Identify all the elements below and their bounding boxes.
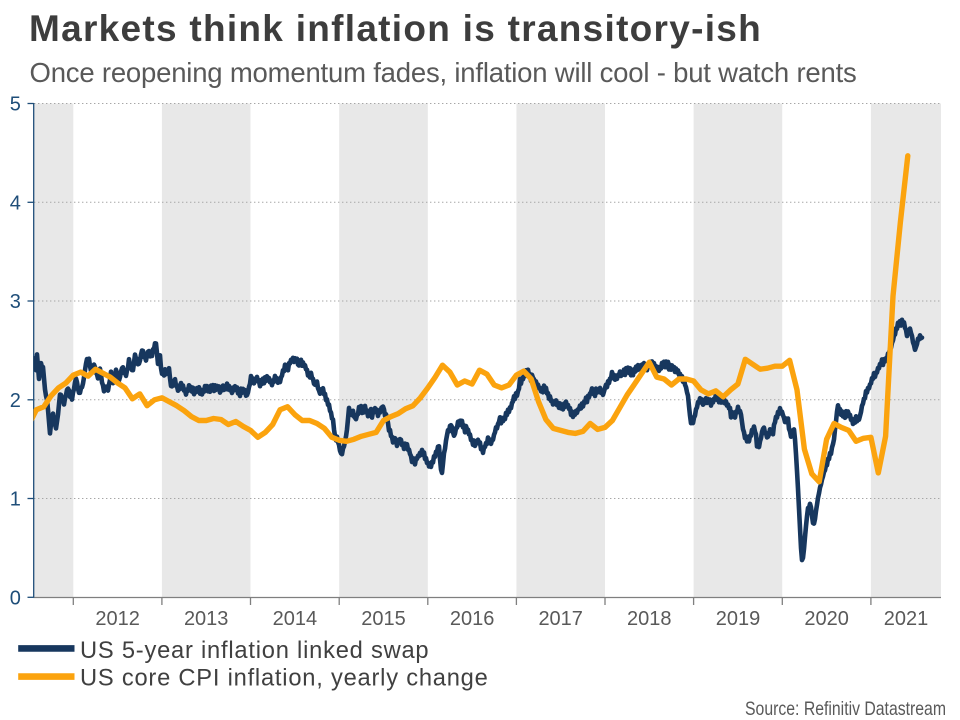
svg-text:2019: 2019 (716, 608, 761, 630)
svg-text:US core CPI inflation, yearly: US core CPI inflation, yearly change (80, 666, 489, 692)
svg-text:US 5-year inflation linked swa: US 5-year inflation linked swap (80, 638, 429, 664)
svg-text:4: 4 (10, 192, 21, 214)
svg-text:2016: 2016 (450, 608, 495, 630)
svg-text:2017: 2017 (538, 608, 583, 630)
svg-text:2018: 2018 (627, 608, 672, 630)
svg-text:2015: 2015 (361, 608, 406, 630)
svg-text:2021: 2021 (884, 608, 929, 630)
svg-text:5: 5 (10, 94, 21, 116)
svg-text:2020: 2020 (804, 608, 849, 630)
svg-text:2013: 2013 (184, 608, 229, 630)
svg-text:1: 1 (10, 489, 21, 511)
svg-text:2012: 2012 (95, 608, 140, 630)
svg-text:Source: Refinitiv Datastream: Source: Refinitiv Datastream (745, 698, 946, 720)
svg-text:0: 0 (10, 587, 21, 609)
svg-text:2: 2 (10, 390, 21, 412)
svg-text:2014: 2014 (273, 608, 318, 630)
svg-text:3: 3 (10, 291, 21, 313)
